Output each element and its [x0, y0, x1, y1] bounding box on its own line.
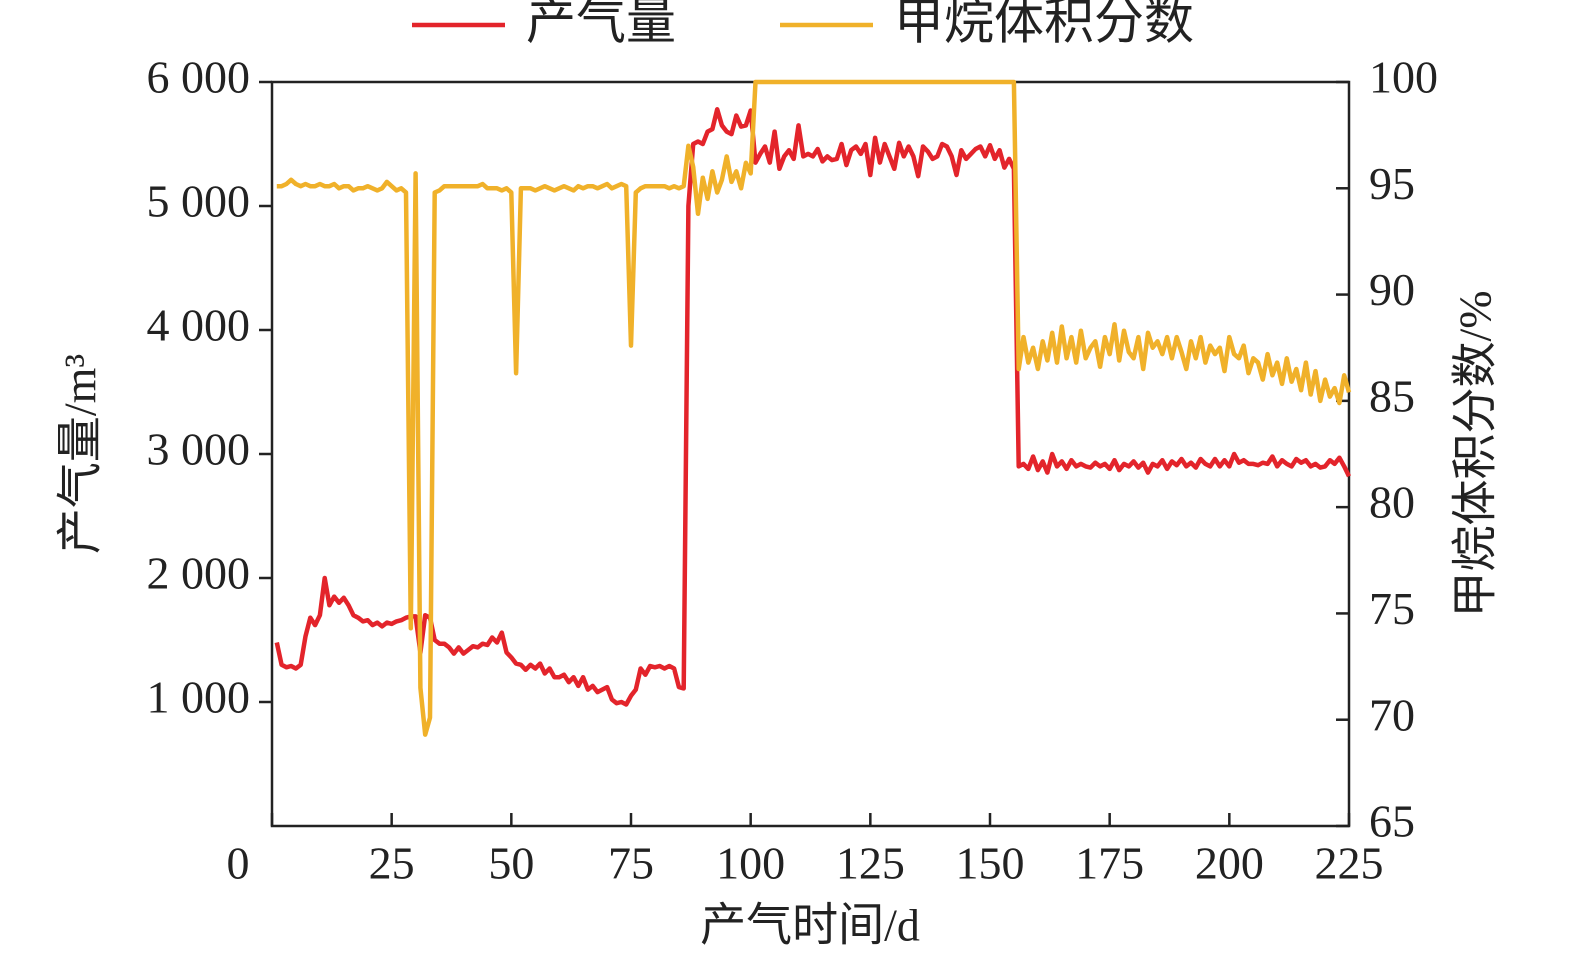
- x-tick-label: 125: [836, 838, 905, 889]
- y2-tick-label: 95: [1369, 158, 1415, 209]
- x-tick-label: 150: [956, 838, 1025, 889]
- y2-axis-title: 甲烷体积分数/%: [1450, 290, 1501, 617]
- x-tick-label: 75: [608, 838, 654, 889]
- x-tick-label: 100: [716, 838, 785, 889]
- x-tick-label: 175: [1075, 838, 1144, 889]
- x-tick-label: 25: [369, 838, 415, 889]
- y-tick-label: 4 000: [147, 300, 251, 351]
- x-axis-title: 产气时间/d: [700, 900, 920, 951]
- y-tick-label: 5 000: [147, 176, 251, 227]
- y2-tick-label: 85: [1369, 370, 1415, 421]
- x-tick-label: 0: [227, 838, 250, 889]
- x-tick-label: 50: [488, 838, 534, 889]
- y2-tick-label: 80: [1369, 477, 1415, 528]
- y-tick-label: 3 000: [147, 424, 251, 475]
- data-line: [274, 107, 1352, 707]
- legend-label: 甲烷体积分数: [894, 0, 1194, 49]
- legend-label: 产气量: [526, 0, 676, 49]
- y2-tick-label: 75: [1369, 583, 1415, 634]
- data-line: [276, 79, 1352, 737]
- x-tick-label: 200: [1195, 838, 1264, 889]
- y-axis-title: 产气量/m³: [55, 354, 106, 554]
- y2-tick-label: 70: [1369, 689, 1415, 740]
- y-tick-label: 1 000: [147, 672, 251, 723]
- y2-tick-label: 65: [1369, 796, 1415, 847]
- y2-tick-label: 90: [1369, 264, 1415, 315]
- y2-tick-label: 100: [1369, 52, 1438, 103]
- x-tick-label: 225: [1315, 838, 1384, 889]
- y-tick-label: 2 000: [147, 548, 251, 599]
- y-tick-label: 6 000: [147, 52, 251, 103]
